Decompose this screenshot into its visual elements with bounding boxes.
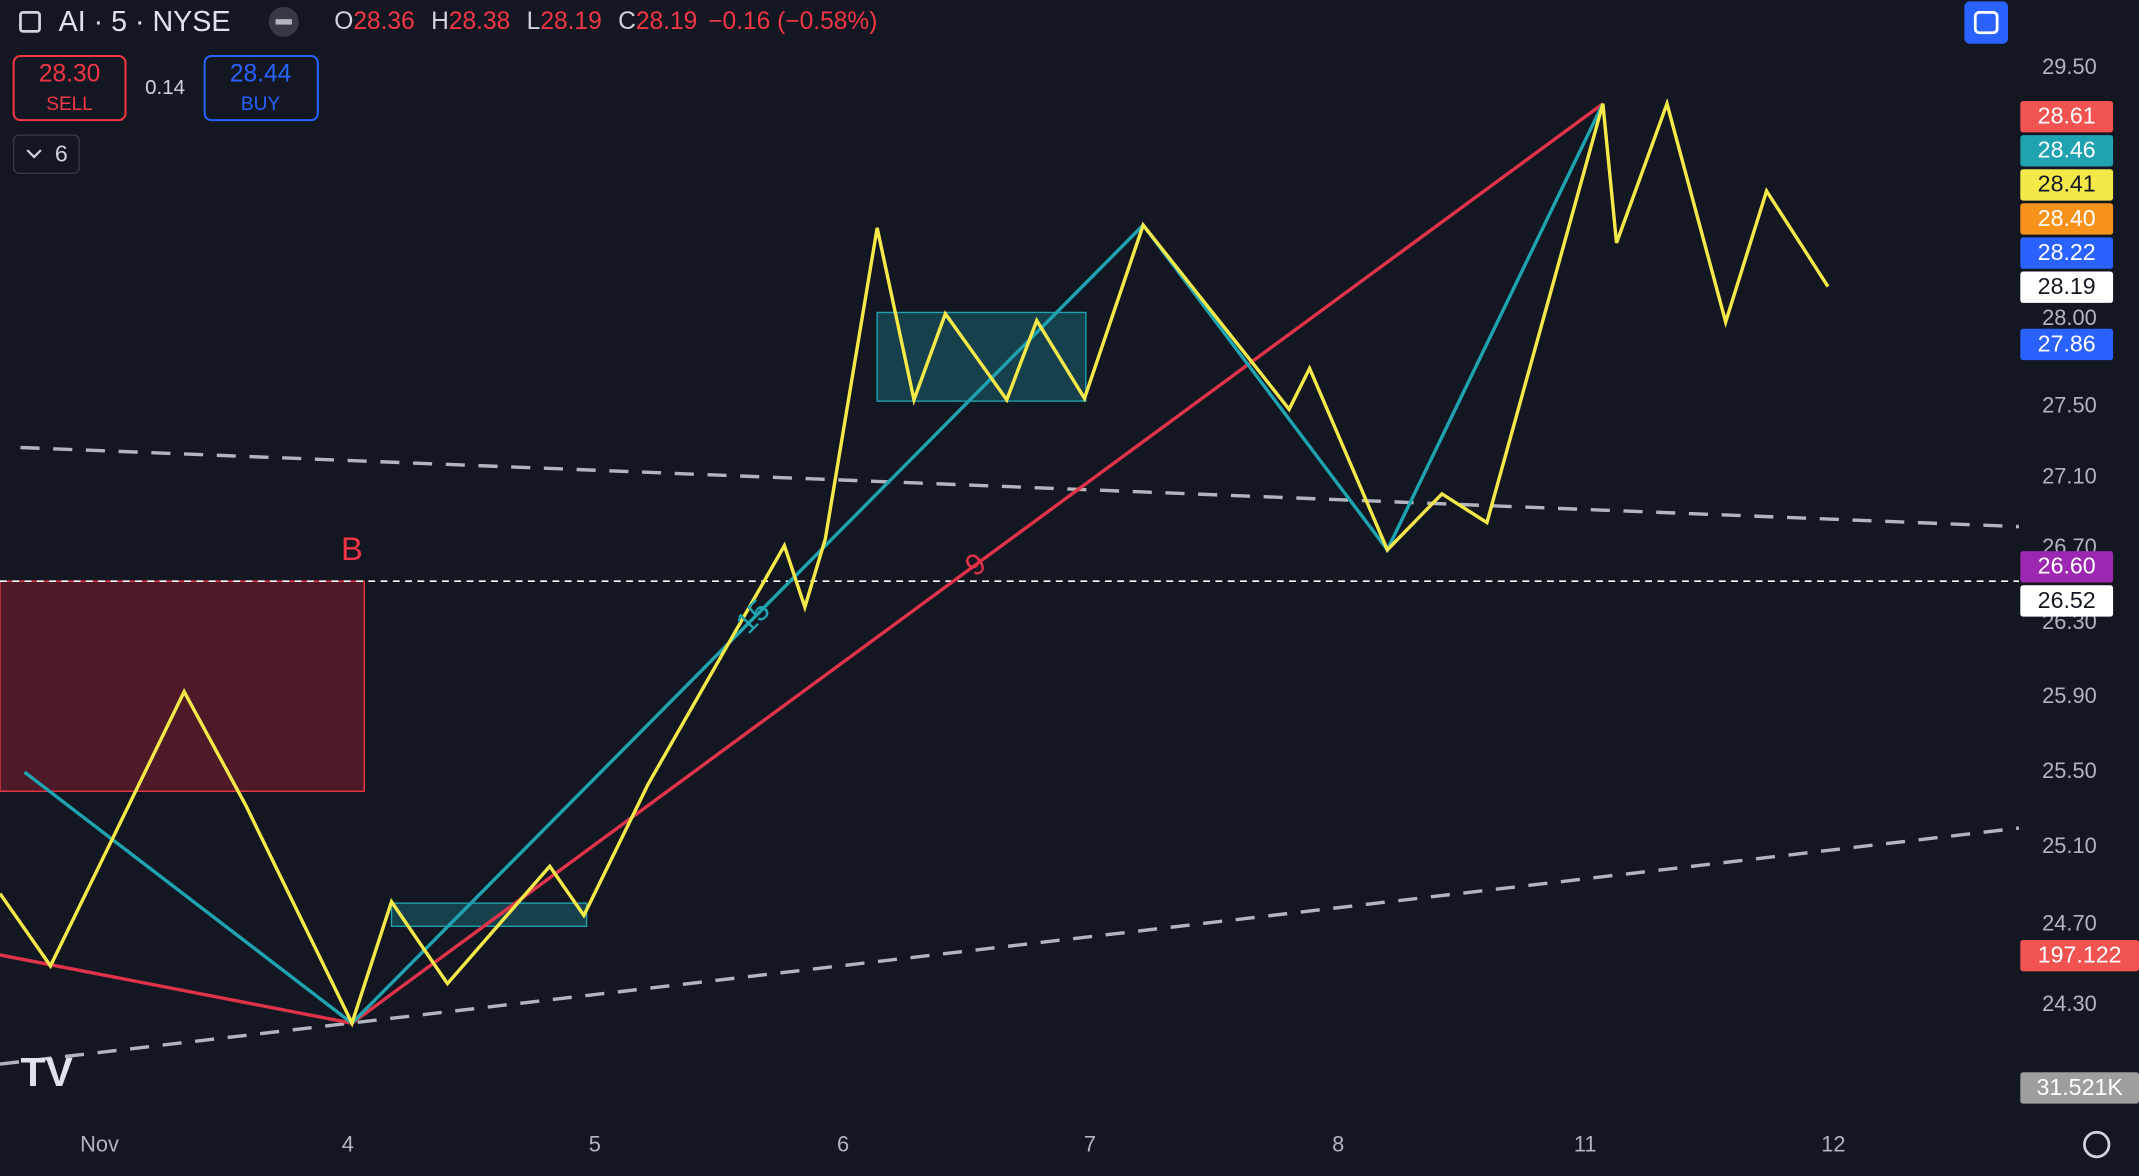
sell-price: 28.30 <box>39 61 100 88</box>
ohlc-key: C <box>618 9 636 36</box>
price-badge-label: 27.86 <box>2038 330 2096 356</box>
zigzag-line <box>0 98 1830 1028</box>
time-tick-label: 4 <box>342 1132 354 1157</box>
price-tick-label: 25.10 <box>2042 833 2097 858</box>
indicators-count: 6 <box>55 141 68 167</box>
price-badge <box>2020 100 2114 133</box>
price-badge-label: 28.61 <box>2038 102 2096 128</box>
price-tick-label: 28.00 <box>2042 305 2097 330</box>
time-tick-label: 11 <box>1574 1132 1597 1157</box>
time-tick-label: 6 <box>837 1132 849 1157</box>
ohlc-key: L <box>527 9 541 36</box>
price-badge <box>2020 585 2114 617</box>
price-tick-label: 27.10 <box>2042 463 2097 488</box>
price-badge <box>2020 551 2114 583</box>
wave-line <box>23 102 1605 1026</box>
price-badge-label: 28.19 <box>2038 273 2096 299</box>
price-badge-label: 197.122 <box>2038 941 2122 967</box>
price-badge <box>2020 169 2114 201</box>
price-badge <box>2020 271 2114 303</box>
price-badge-label: 28.46 <box>2038 137 2096 163</box>
price-badge <box>2020 328 2114 361</box>
ohlc-key: O <box>334 9 353 36</box>
spread: 0.14 <box>145 76 185 99</box>
time-tick-label: Nov <box>80 1132 119 1157</box>
settings-icon[interactable] <box>2083 1130 2111 1159</box>
time-tick-label: 8 <box>1332 1132 1344 1157</box>
change: −0.16 (−0.58%) <box>708 9 877 36</box>
price-badge <box>2020 203 2114 235</box>
price-badge-label: 26.60 <box>2038 553 2096 579</box>
sell-label: SELL <box>46 94 93 115</box>
price-badge-label: 28.40 <box>2038 205 2096 231</box>
symbol[interactable]: AI · 5 · NYSE <box>59 6 231 38</box>
price-tick-label: 29.50 <box>2042 54 2097 79</box>
annotation: B <box>341 530 363 567</box>
price-badge-label: 26.52 <box>2038 587 2096 613</box>
sell-button[interactable] <box>12 54 127 122</box>
ohlc-value: 28.36 <box>353 9 414 36</box>
logo: TV <box>20 1049 72 1095</box>
indicators-toggle[interactable] <box>12 134 80 174</box>
price-tick-label: 25.50 <box>2042 758 2097 783</box>
time-tick-label: 12 <box>1821 1132 1845 1157</box>
ohlc-value: 28.19 <box>636 9 697 36</box>
price-tick-label: 24.70 <box>2042 911 2097 936</box>
price-badge-label: 31.521K <box>2036 1074 2123 1100</box>
chevron <box>26 149 42 159</box>
fullscreen-icon <box>1973 10 1999 35</box>
zone-box <box>0 580 365 792</box>
trend-line <box>0 826 2020 1066</box>
buy-price: 28.44 <box>230 61 291 88</box>
time-tick-label: 7 <box>1084 1132 1096 1157</box>
time-tick-label: 5 <box>589 1132 601 1157</box>
range-box <box>390 902 588 927</box>
price-badge <box>2020 237 2114 269</box>
price-tick-label: 24.30 <box>2042 991 2097 1016</box>
ohlc: O28.36 H28.38 L28.19 C28.19 −0.16 (−0.58%) <box>334 9 877 36</box>
fullscreen-button[interactable] <box>1964 1 2009 44</box>
wave-line <box>0 102 1604 1025</box>
menu-icon[interactable] <box>19 10 41 33</box>
ohlc-value: 28.19 <box>540 9 601 36</box>
price-badge <box>2020 1072 2139 1104</box>
buy-label: BUY <box>241 94 281 115</box>
price-badge-label: 28.22 <box>2038 239 2096 265</box>
price-badge <box>2020 135 2114 167</box>
buy-button[interactable] <box>203 54 319 122</box>
price-tick-label: 27.50 <box>2042 392 2097 417</box>
ohlc-key: H <box>431 9 449 36</box>
ohlc-value: 28.38 <box>449 9 510 36</box>
annotation: 9 <box>959 547 992 584</box>
price-badge <box>2020 939 2139 972</box>
price-badge-label: 28.41 <box>2038 171 2096 197</box>
price-tick-label: 25.90 <box>2042 683 2097 708</box>
status-icon-bar <box>275 19 292 25</box>
trend-line <box>20 445 2020 529</box>
